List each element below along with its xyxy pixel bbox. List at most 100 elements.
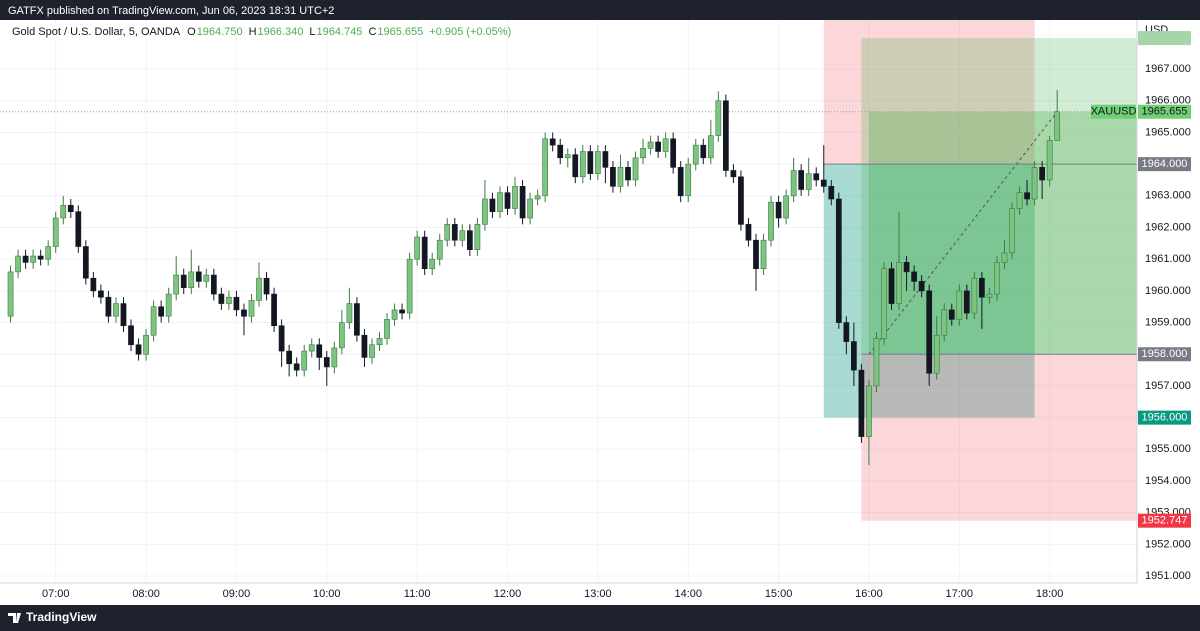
candle-body: [226, 296, 232, 304]
y-tick-label: 1955.000: [1145, 443, 1191, 455]
long-stop-zone: [861, 354, 1137, 521]
candle-body: [640, 148, 646, 159]
candle-body: [941, 309, 948, 336]
target-tag-bg: [1138, 410, 1191, 425]
candle-body: [956, 290, 963, 320]
entry-tag: 1958.000: [1142, 348, 1188, 360]
candle-body: [602, 151, 609, 168]
candle-body: [308, 344, 315, 352]
candle-body: [1009, 208, 1015, 254]
candle-body: [301, 350, 308, 371]
candle-body: [98, 290, 104, 298]
candle-body: [22, 255, 29, 263]
candle-body: [617, 167, 624, 187]
candle-body: [745, 224, 752, 241]
candle-body: [723, 100, 729, 171]
y-tick-label: 1954.000: [1145, 475, 1191, 487]
legend-text: O: [187, 26, 196, 38]
candle-body: [1031, 167, 1038, 200]
candle-body: [918, 281, 925, 292]
y-tick-label: 1967.000: [1145, 63, 1191, 75]
candle-body: [1039, 167, 1045, 181]
candle-body: [429, 258, 436, 270]
candle-body: [233, 296, 240, 311]
legend-text: L: [309, 26, 315, 38]
candle-body: [610, 167, 616, 187]
candle-body: [971, 277, 978, 314]
candle-body: [165, 293, 172, 317]
x-tick-label: 08:00: [132, 588, 160, 600]
candle-body: [286, 350, 293, 365]
candle-body: [911, 271, 917, 282]
candle-body: [798, 170, 805, 190]
candle-body: [625, 167, 631, 181]
candle-body: [218, 293, 225, 304]
target-tag: 1956.000: [1142, 412, 1188, 424]
long-target-zone: [861, 38, 1137, 355]
candle-body: [707, 135, 714, 159]
candle-body: [30, 255, 36, 263]
candle-body: [715, 100, 722, 136]
long-profit-fill: [868, 111, 1137, 355]
candle-body: [519, 186, 526, 219]
candle-body: [692, 144, 699, 165]
stop-tag: 1952.747: [1142, 515, 1188, 527]
candle-body: [45, 246, 52, 260]
x-tick-label: 16:00: [855, 588, 883, 600]
candle-body: [120, 303, 127, 327]
candle-body: [436, 239, 443, 260]
candle-body: [37, 255, 44, 260]
candle-body: [90, 277, 97, 292]
x-tick-label: 15:00: [765, 588, 793, 600]
last-price-tag-bg: [1138, 104, 1191, 119]
candle-body: [60, 205, 67, 219]
candle-body: [354, 303, 360, 336]
candle-body: [783, 195, 789, 219]
top-bar: [0, 0, 1200, 20]
short-stop-zone: [823, 20, 1035, 165]
logo-icon: [8, 613, 21, 623]
candle-body: [271, 293, 277, 327]
symbol-tag: XAUUSD: [1091, 106, 1137, 118]
candle-body: [158, 306, 164, 317]
candle-body: [873, 338, 880, 387]
candle-body: [113, 303, 119, 317]
y-tick-label: 1963.000: [1145, 190, 1191, 202]
candle-body: [135, 344, 142, 355]
candle-body: [399, 309, 405, 314]
candle-body: [391, 309, 398, 320]
candle-body: [888, 268, 895, 304]
legend-text: 1964.750: [197, 26, 243, 38]
candle-body: [361, 334, 368, 358]
candle-body: [994, 262, 1000, 295]
candle-body: [1046, 140, 1053, 181]
candle-body: [188, 271, 195, 289]
candle-body: [376, 338, 383, 346]
candle-body: [534, 195, 541, 200]
candle-body: [180, 274, 187, 289]
candle-body: [805, 173, 812, 190]
x-tick-label: 10:00: [313, 588, 341, 600]
candle-body: [730, 170, 737, 178]
candle-body: [203, 274, 210, 282]
legend-text: 1965.655: [377, 26, 423, 38]
candle-body: [105, 296, 112, 317]
candle-body: [293, 363, 300, 371]
candle-body: [579, 151, 586, 178]
candle-body: [948, 309, 955, 320]
candle-body: [474, 224, 481, 250]
candle-body: [835, 198, 842, 323]
x-tick-label: 17:00: [946, 588, 974, 600]
long-target-tag-bg: [1138, 31, 1191, 46]
candle-body: [482, 198, 488, 225]
candle-body: [173, 274, 180, 295]
candle-body: [248, 300, 255, 317]
candle-body: [1016, 192, 1023, 209]
legend-text: H: [249, 26, 257, 38]
candle-body: [15, 255, 21, 273]
candle-body: [451, 224, 458, 241]
candle-body: [595, 151, 601, 174]
candle-body: [384, 319, 390, 339]
footer-bar: [0, 605, 1200, 631]
